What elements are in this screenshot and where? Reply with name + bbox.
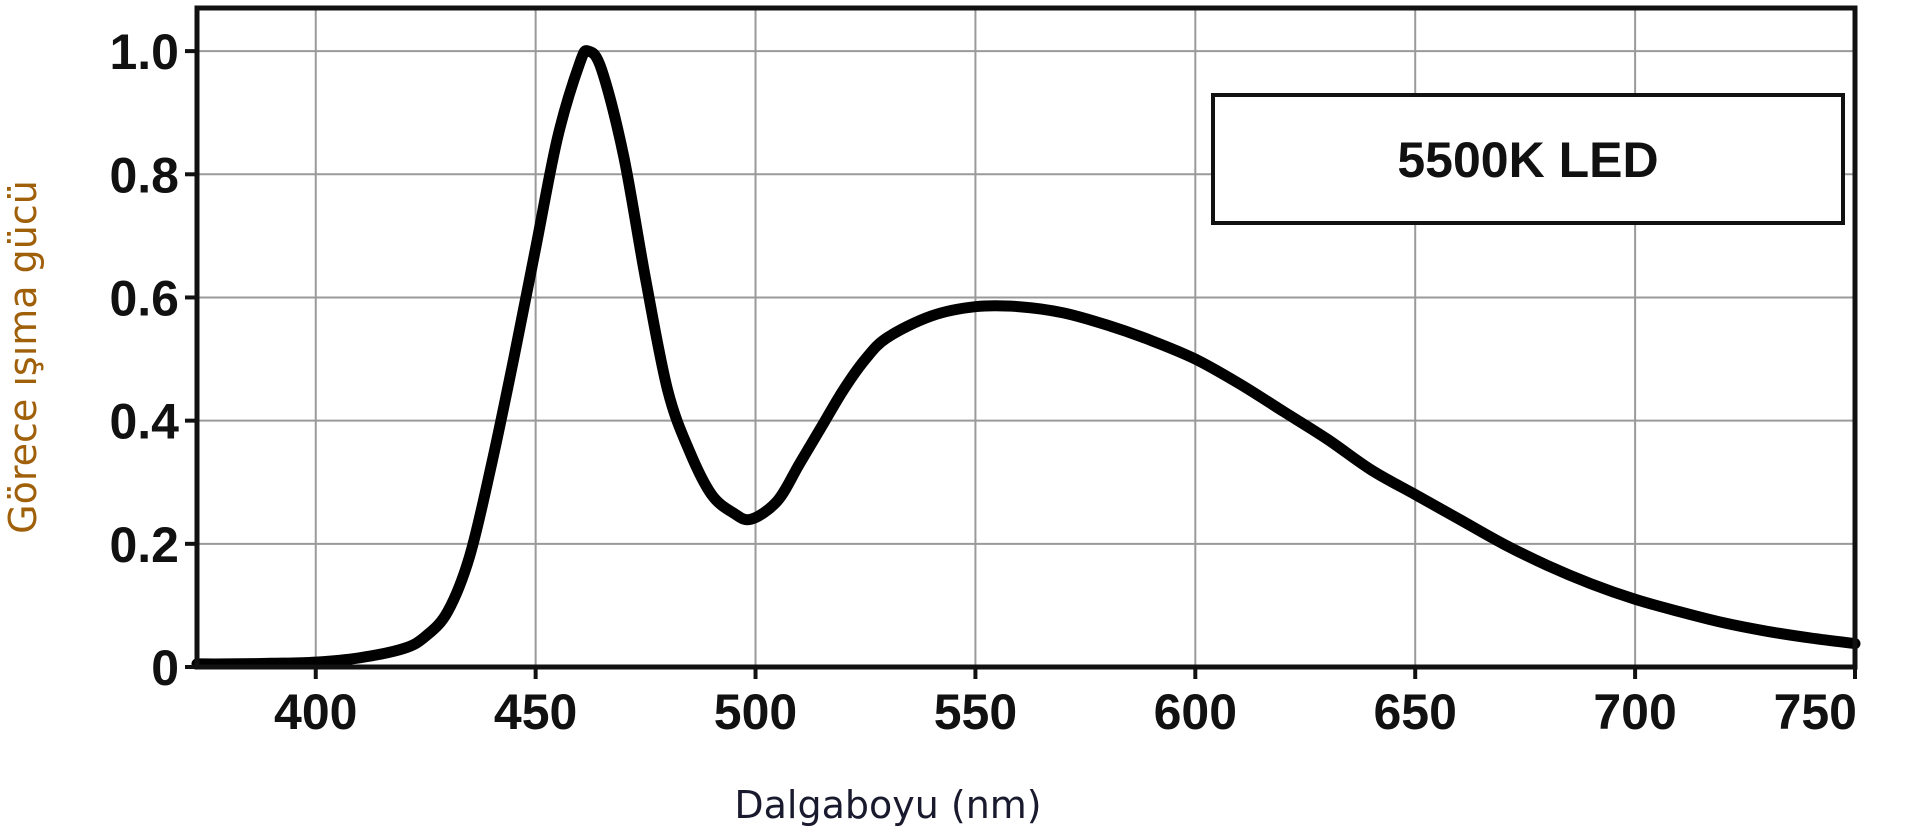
x-tick-label: 700 [1593,684,1676,740]
y-tick-label: 0.2 [109,517,179,573]
x-tick-label: 550 [934,684,1017,740]
y-tick-labels: 0 0.2 0.4 0.6 0.8 1.0 [109,24,197,696]
x-tick-label: 600 [1154,684,1237,740]
x-tick-labels: 400 450 500 550 600 650 700 750 [274,667,1857,740]
series-line [191,45,1861,670]
x-tick-label: 400 [274,684,357,740]
y-tick-label: 0 [151,640,179,696]
y-tick-label: 0.8 [109,147,179,203]
y-tick-label: 0.4 [109,394,179,450]
y-tick-label: 0.6 [109,270,179,326]
legend-box [1211,93,1845,225]
x-tick-label: 750 [1774,684,1857,740]
x-tick-label: 650 [1373,684,1456,740]
x-tick-label: 450 [494,684,577,740]
y-axis-title: Görece ışıma gücü [1,180,45,534]
y-tick-label: 1.0 [109,24,179,80]
x-axis-title: Dalgaboyu (nm) [734,783,1041,827]
plot-frame [194,5,1858,670]
series-layer [191,45,1861,670]
legend-label: 5500K LED [1397,132,1658,188]
x-tick-label: 500 [714,684,797,740]
legend: 5500K LED [1211,93,1845,225]
